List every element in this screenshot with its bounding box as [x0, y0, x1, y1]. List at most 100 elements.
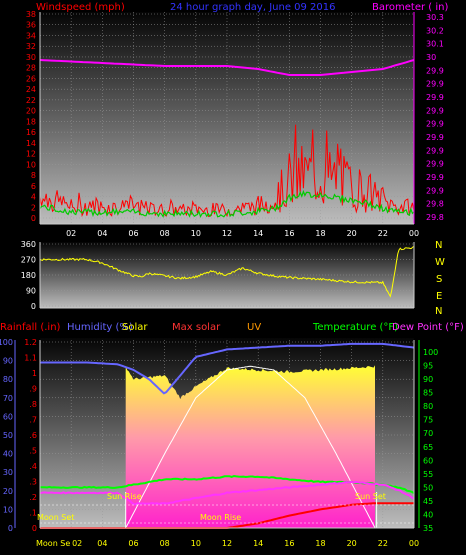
- humidity-y-tick: 50: [3, 431, 13, 440]
- baro-y-tick: 29.9: [426, 160, 444, 169]
- wind-y-tick: 8: [31, 171, 36, 180]
- dewpoint-title: Dew Point (°F): [392, 322, 464, 333]
- humidity-y-tick: 80: [3, 375, 13, 384]
- temp-y-tick: 35: [423, 524, 433, 533]
- wind-y-tick: 26: [26, 74, 36, 83]
- humidity-y-tick: 90: [3, 357, 13, 366]
- climate-x-tick: 04: [97, 539, 107, 548]
- wind-x-tick: 22: [378, 229, 388, 238]
- wind-y-tick: 2: [31, 203, 36, 212]
- sun-rise-label: Sun Rise: [107, 492, 142, 501]
- wind-y-tick: 6: [31, 182, 36, 191]
- baro-y-tick: 30.1: [426, 40, 444, 49]
- temp-y-tick: 45: [423, 497, 433, 506]
- humidity-line: [40, 342, 415, 395]
- wind-x-tick: 18: [315, 229, 325, 238]
- humidity-y-tick: 60: [3, 412, 13, 421]
- temp-y-tick: 90: [423, 375, 433, 384]
- dir-label-w: W: [435, 257, 445, 268]
- dir-label-s: S: [436, 274, 442, 285]
- wind-x-tick: 04: [97, 229, 107, 238]
- rain-y-tick: 1.2: [24, 338, 37, 347]
- baro-y-tick: 29.9: [426, 66, 444, 75]
- wind-x-tick: 20: [347, 229, 357, 238]
- windspeed-line: [39, 124, 415, 218]
- climate-x-tick: 16: [284, 539, 294, 548]
- solar-title: Solar: [122, 322, 148, 333]
- moon-set-axis-label: Moon Se: [36, 539, 70, 548]
- chart-title: 24 hour graph day, June 09 2016: [170, 2, 336, 13]
- sun-set-label: Sun Set: [355, 492, 386, 501]
- wind-x-tick: 12: [222, 229, 232, 238]
- temp-y-tick: 85: [423, 389, 433, 398]
- temp-y-tick: 70: [423, 429, 433, 438]
- wind-x-tick: 00: [409, 229, 419, 238]
- temp-y-tick: 100: [423, 348, 438, 357]
- wind-x-tick: 08: [160, 229, 170, 238]
- barometer-line: [39, 59, 415, 76]
- wind-y-tick: 18: [26, 117, 36, 126]
- dir-y-tick: 90: [26, 287, 36, 296]
- humidity-title: Humidity (%): [67, 322, 133, 333]
- max-solar-line: [125, 365, 376, 529]
- temp-y-tick: 80: [423, 402, 433, 411]
- temperature-title: Temperature (°F): [312, 322, 398, 333]
- baro-y-tick: 29.8: [426, 213, 444, 222]
- baro-y-tick: 29.9: [426, 186, 444, 195]
- climate-x-tick: 10: [191, 539, 201, 548]
- baro-y-tick: 29.9: [426, 146, 444, 155]
- climate-x-tick: 14: [253, 539, 263, 548]
- humidity-y-tick: 10: [3, 505, 13, 514]
- temp-y-tick: 95: [423, 362, 433, 371]
- climate-x-tick: 22: [378, 539, 388, 548]
- rain-y-tick: .2: [29, 493, 37, 502]
- rain-y-tick: 0: [32, 524, 37, 533]
- wind-y-tick: 0: [31, 214, 36, 223]
- wind-x-tick: 06: [128, 229, 138, 238]
- baro-y-tick: 30.3: [426, 13, 444, 22]
- humidity-y-tick: 0: [8, 524, 13, 533]
- baro-y-tick: 30.2: [426, 26, 444, 35]
- wind-y-tick: 24: [26, 85, 36, 94]
- dir-y-tick: 180: [21, 271, 36, 280]
- wind-x-tick: 02: [66, 229, 76, 238]
- humidity-y-tick: 70: [3, 394, 13, 403]
- wind-y-tick: 30: [26, 53, 36, 62]
- wind-y-tick: 22: [26, 96, 36, 105]
- wind-x-tick: 14: [253, 229, 263, 238]
- baro-y-tick: 29.9: [426, 120, 444, 129]
- temp-y-tick: 50: [423, 483, 433, 492]
- baro-y-tick: 29.9: [426, 133, 444, 142]
- moon-rise-label: Moon Rise: [200, 513, 241, 522]
- temp-y-tick: 60: [423, 456, 433, 465]
- climate-x-tick: 08: [160, 539, 170, 548]
- rain-y-tick: .7: [29, 416, 37, 425]
- humidity-y-tick: 40: [3, 450, 13, 459]
- wind-y-tick: 16: [26, 128, 36, 137]
- rain-y-tick: .6: [29, 431, 37, 440]
- wind-x-tick: 10: [191, 229, 201, 238]
- windspeed-title: Windspeed (mph): [36, 2, 125, 13]
- wind-y-tick: 14: [26, 139, 36, 148]
- rain-y-tick: 1: [32, 369, 37, 378]
- climate-x-tick: 00: [409, 539, 419, 548]
- baro-y-tick: 29.9: [426, 106, 444, 115]
- temp-y-tick: 65: [423, 443, 433, 452]
- rainfall-title: Rainfall (.in): [0, 322, 61, 333]
- dir-label-n-bottom: N: [435, 306, 442, 317]
- rain-y-tick: .4: [29, 462, 37, 471]
- temp-y-tick: 55: [423, 470, 433, 479]
- wind-x-tick: 16: [284, 229, 294, 238]
- temp-y-tick: 40: [423, 510, 433, 519]
- humidity-y-tick: 30: [3, 468, 13, 477]
- wind-y-tick: 32: [26, 42, 36, 51]
- climate-x-tick: 18: [315, 539, 325, 548]
- humidity-y-tick: 20: [3, 487, 13, 496]
- uv-title: UV: [247, 322, 261, 333]
- dir-label-n-top: N: [435, 240, 442, 251]
- baro-y-tick: 29.8: [426, 200, 444, 209]
- humidity-y-tick: 100: [0, 338, 13, 347]
- wind-y-tick: 10: [26, 160, 36, 169]
- dewpoint-line: [39, 480, 415, 506]
- wind-y-tick: 28: [26, 64, 36, 73]
